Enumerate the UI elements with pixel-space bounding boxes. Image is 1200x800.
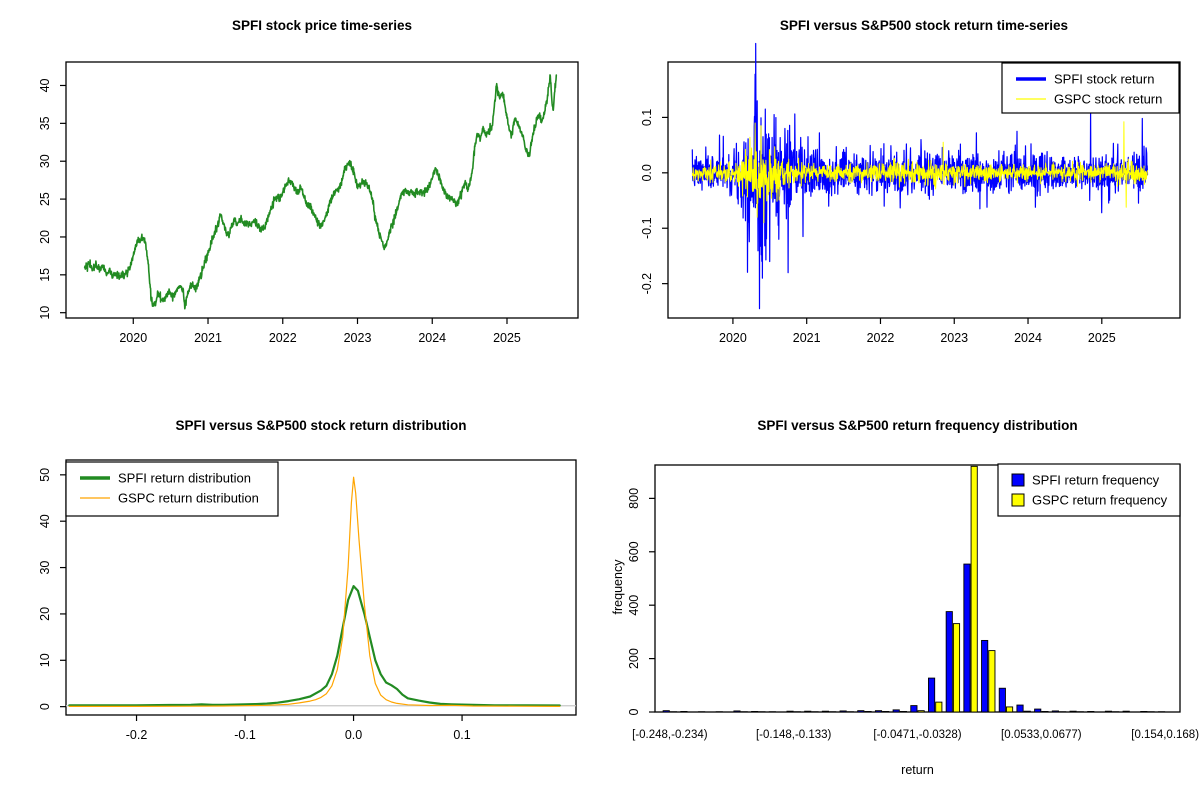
svg-text:2023: 2023 (344, 331, 372, 345)
svg-text:35: 35 (38, 116, 52, 130)
title-return-timeseries: SPFI versus S&P500 stock return time-ser… (779, 18, 1069, 33)
svg-text:-0.1: -0.1 (234, 728, 256, 742)
svg-text:40: 40 (38, 78, 52, 92)
svg-text:SPFI return distribution: SPFI return distribution (118, 471, 251, 486)
svg-text:-0.2: -0.2 (126, 728, 148, 742)
svg-text:2024: 2024 (418, 331, 446, 345)
svg-text:0.0: 0.0 (345, 728, 362, 742)
svg-text:0: 0 (38, 703, 52, 710)
svg-text:600: 600 (627, 541, 641, 562)
svg-text:0.1: 0.1 (640, 109, 654, 126)
svg-text:GSPC return frequency: GSPC return frequency (1032, 493, 1168, 508)
svg-text:2024: 2024 (1014, 331, 1042, 345)
svg-text:SPFI stock return: SPFI stock return (1054, 72, 1154, 87)
panel-return-timeseries-chart: 2020 2021 2022 2023 2024 2025 -0.2 -0.1 0.0 0.1 SP… (640, 42, 1181, 345)
svg-text:[0.154,0.168): [0.154,0.168) (1131, 729, 1199, 741)
svg-text:2025: 2025 (493, 331, 521, 345)
svg-text:[-0.248,-0.234): [-0.248,-0.234) (632, 729, 708, 741)
x-axis-label-return: return (901, 763, 934, 777)
svg-text:400: 400 (627, 595, 641, 616)
svg-text:50: 50 (38, 468, 52, 482)
svg-text:10: 10 (38, 653, 52, 667)
panel-return-frequency-chart: 0 200 400 600 800 [-0.248,-0.234) [-0.148,-0.1… (627, 463, 1199, 741)
svg-text:[-0.0471,-0.0328): [-0.0471,-0.0328) (873, 729, 961, 741)
svg-text:-0.1: -0.1 (640, 217, 654, 239)
svg-text:800: 800 (627, 488, 641, 509)
svg-text:20: 20 (38, 607, 52, 621)
svg-text:SPFI return frequency: SPFI return frequency (1032, 473, 1160, 488)
svg-text:2021: 2021 (793, 331, 821, 345)
svg-text:0.1: 0.1 (453, 728, 470, 742)
svg-text:-0.2: -0.2 (640, 273, 654, 295)
panel-return-distribution-chart: -0.2 -0.1 0.0 0.1 0 10 20 30 40 50 SPFI return dis… (38, 459, 577, 742)
svg-text:2020: 2020 (719, 331, 747, 345)
svg-text:2020: 2020 (119, 331, 147, 345)
svg-text:40: 40 (38, 514, 52, 528)
svg-text:30: 30 (38, 154, 52, 168)
svg-text:GSPC return distribution: GSPC return distribution (118, 491, 259, 506)
svg-text:0: 0 (627, 708, 641, 715)
svg-text:[0.0533,0.0677): [0.0533,0.0677) (1001, 729, 1082, 741)
svg-text:2022: 2022 (269, 331, 297, 345)
title-price-timeseries: SPFI stock price time-series (231, 18, 413, 33)
svg-text:[-0.148,-0.133): [-0.148,-0.133) (756, 729, 832, 741)
svg-text:200: 200 (627, 648, 641, 669)
y-axis-label-frequency: frequency (611, 559, 625, 615)
svg-text:0.0: 0.0 (640, 164, 654, 181)
svg-text:GSPC stock return: GSPC stock return (1054, 92, 1162, 107)
svg-text:25: 25 (38, 192, 52, 206)
svg-text:2025: 2025 (1088, 331, 1116, 345)
svg-text:30: 30 (38, 561, 52, 575)
svg-text:2023: 2023 (940, 331, 968, 345)
svg-text:10: 10 (38, 306, 52, 320)
svg-text:15: 15 (38, 268, 52, 282)
svg-text:2022: 2022 (867, 331, 895, 345)
svg-text:20: 20 (38, 230, 52, 244)
svg-text:2021: 2021 (194, 331, 222, 345)
title-return-frequency: SPFI versus S&P500 return frequency dist… (757, 418, 1078, 433)
title-return-distribution: SPFI versus S&P500 stock return distribu… (175, 418, 467, 433)
